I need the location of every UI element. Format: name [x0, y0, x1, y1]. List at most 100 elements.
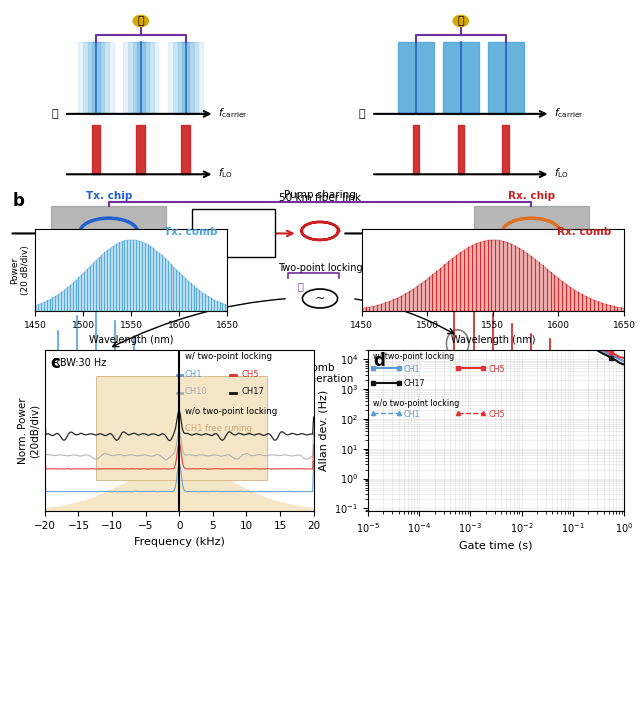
CH1 — [54, 487, 62, 495]
Text: $f_{\rm LO}$: $f_{\rm LO}$ — [554, 167, 568, 180]
Bar — [92, 126, 100, 174]
CH5 (unlocked) — [447, 298, 454, 307]
CH1 (unlocked) — [451, 297, 459, 306]
Text: CH1: CH1 — [404, 365, 420, 374]
CH5 (locked) — [620, 354, 628, 363]
Bar — [168, 41, 204, 114]
CH5 (locked) — [408, 257, 415, 266]
Text: CH1 free runing: CH1 free runing — [184, 424, 252, 433]
Bar — [398, 41, 434, 114]
Line: CH5 (locked): CH5 (locked) — [366, 240, 626, 360]
Bar — [413, 126, 419, 174]
CH1 (locked) — [447, 277, 454, 285]
Text: RBW:30 Hz: RBW:30 Hz — [53, 358, 106, 368]
Bar — [474, 206, 589, 261]
Text: Pump sharing: Pump sharing — [284, 190, 356, 200]
Text: CH17: CH17 — [241, 388, 264, 396]
CH5 — [164, 465, 172, 473]
Text: 🔒: 🔒 — [51, 109, 58, 119]
CH1 (locked) — [451, 277, 459, 286]
CH5 — [302, 465, 310, 473]
X-axis label: Gate time (s): Gate time (s) — [460, 541, 532, 551]
CH1 — [253, 488, 260, 496]
X-axis label: Frequency (kHz): Frequency (kHz) — [134, 536, 225, 546]
CH17 — [175, 406, 183, 415]
Bar — [51, 206, 166, 261]
Text: 🔒: 🔒 — [458, 16, 464, 26]
CH1 (locked) — [364, 237, 372, 246]
CH17 (locked) — [408, 243, 415, 252]
Line: CH5 (unlocked): CH5 (unlocked) — [366, 255, 626, 320]
CH17 — [41, 413, 49, 422]
CH10 — [162, 455, 170, 464]
CH5 — [175, 438, 183, 447]
CH17 — [54, 430, 62, 438]
CH1 — [41, 457, 49, 465]
CH10 — [172, 444, 179, 453]
CH5 — [54, 465, 62, 473]
CH5 — [41, 440, 49, 449]
CH10 — [310, 428, 317, 437]
Text: w/ two-point locking: w/ two-point locking — [373, 352, 454, 361]
Text: CH5: CH5 — [488, 365, 505, 374]
CH17 — [310, 413, 317, 421]
CH5 (locked) — [451, 278, 459, 287]
Text: 🔒: 🔒 — [358, 109, 365, 119]
Bar — [137, 41, 145, 114]
Text: 🔒: 🔒 — [138, 16, 144, 26]
Line: CH17: CH17 — [45, 410, 314, 440]
CH1 (locked) — [620, 357, 628, 365]
CH10 — [41, 429, 49, 438]
Line: CH17 (locked): CH17 (locked) — [366, 221, 626, 367]
CH1 — [302, 488, 310, 496]
Bar — [136, 126, 145, 174]
CH5 — [203, 465, 211, 473]
CH17 — [302, 430, 310, 439]
CH17 — [172, 423, 179, 432]
CH5 (unlocked) — [529, 300, 537, 308]
Text: w/o two-point locking: w/o two-point locking — [184, 407, 277, 415]
Bar — [182, 41, 189, 114]
Bar — [458, 126, 464, 174]
CH5 (unlocked) — [503, 314, 511, 322]
CH10 — [253, 450, 260, 459]
Text: b: b — [13, 192, 25, 210]
CH1 (locked) — [429, 269, 437, 277]
CH17 — [302, 430, 310, 439]
Bar — [173, 41, 198, 114]
Bar — [133, 41, 149, 114]
CH17 (locked) — [525, 308, 532, 317]
Text: ~: ~ — [315, 292, 325, 305]
Text: c: c — [50, 353, 60, 372]
X-axis label: Wavelength (nm): Wavelength (nm) — [89, 335, 173, 345]
CH17 — [253, 430, 260, 438]
CH1 (locked) — [408, 258, 415, 267]
CH1 (unlocked) — [447, 295, 454, 303]
CH1 (locked) — [438, 272, 445, 280]
Text: CH5: CH5 — [241, 370, 259, 379]
Text: CH1: CH1 — [184, 370, 202, 379]
Bar — [443, 41, 479, 114]
Line: CH1 (unlocked): CH1 (unlocked) — [366, 270, 626, 319]
Circle shape — [453, 15, 468, 26]
CH1 (unlocked) — [408, 282, 415, 291]
CH1 — [172, 482, 179, 490]
Text: 🔒: 🔒 — [298, 281, 304, 291]
Text: CH1: CH1 — [404, 410, 420, 419]
Text: Tx. chip: Tx. chip — [86, 191, 132, 201]
CH5 (locked) — [364, 238, 372, 247]
FancyBboxPatch shape — [192, 209, 275, 257]
CH17 (locked) — [451, 268, 459, 277]
Text: 50 km fiber link: 50 km fiber link — [279, 194, 361, 203]
CH1 (unlocked) — [438, 293, 445, 302]
CH5 — [302, 465, 310, 473]
CH1 (unlocked) — [620, 268, 628, 277]
Bar — [502, 126, 509, 174]
Text: d: d — [373, 352, 385, 370]
Bar — [178, 41, 193, 114]
Bar — [88, 41, 104, 114]
CH5 (locked) — [447, 275, 454, 284]
CH1 — [302, 488, 310, 496]
Text: $f_{\rm carrier}$: $f_{\rm carrier}$ — [554, 106, 583, 120]
Text: CH5: CH5 — [488, 410, 505, 419]
